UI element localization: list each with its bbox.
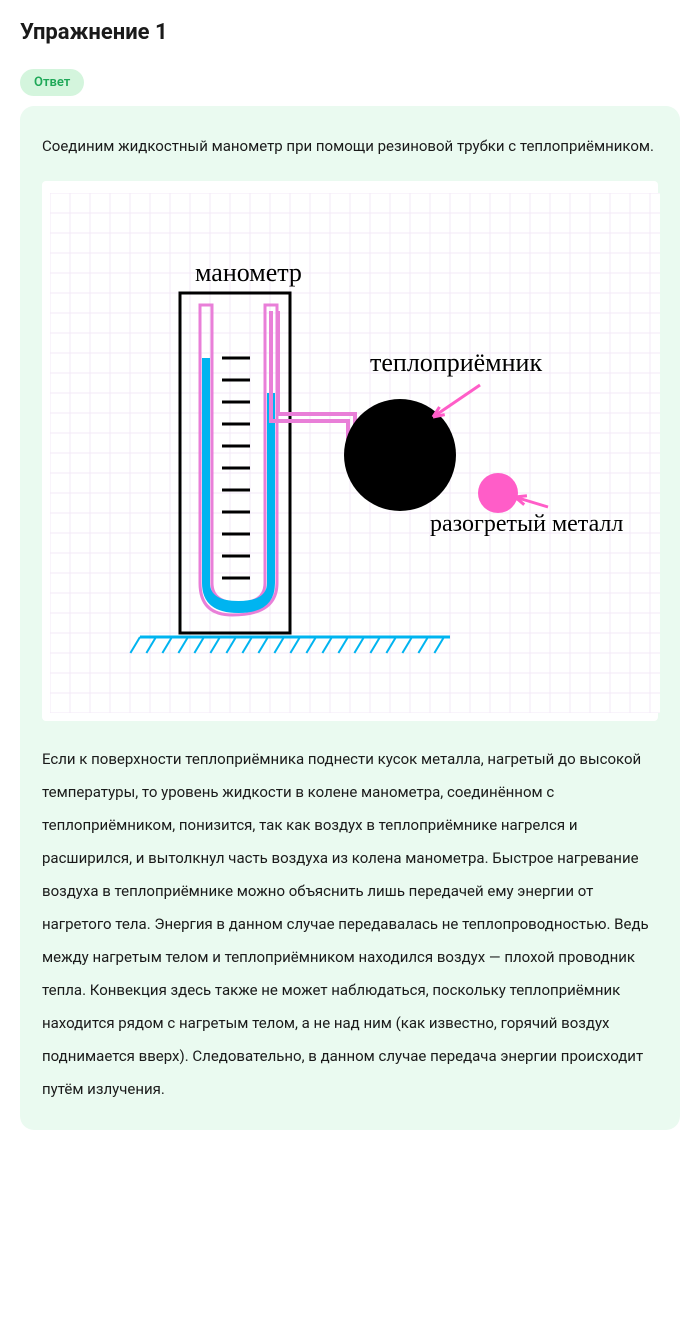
svg-text:теплоприёмник: теплоприёмник bbox=[370, 348, 542, 377]
answer-content: Соединим жидкостный манометр при помощи … bbox=[20, 106, 680, 1130]
explanation-paragraph: Если к поверхности теплоприёмника поднес… bbox=[42, 743, 658, 1106]
manometer-diagram: манометр теплоприёмник разогретый металл bbox=[50, 193, 660, 713]
answer-badge: Ответ bbox=[20, 69, 84, 96]
page-title: Упражнение 1 bbox=[20, 20, 680, 45]
svg-text:разогретый металл: разогретый металл bbox=[430, 511, 623, 537]
intro-paragraph: Соединим жидкостный манометр при помощи … bbox=[42, 130, 658, 163]
diagram-container: манометр теплоприёмник разогретый металл bbox=[42, 181, 658, 721]
svg-text:манометр: манометр bbox=[195, 258, 302, 287]
